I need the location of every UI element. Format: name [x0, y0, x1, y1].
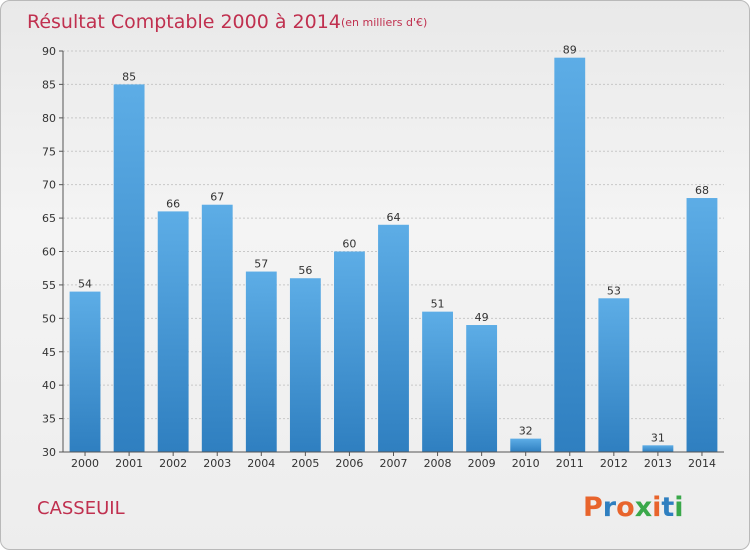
value-label-2010: 32: [519, 425, 533, 438]
value-label-2013: 31: [651, 431, 665, 444]
bar-2009: [466, 325, 498, 452]
value-label-2012: 53: [607, 284, 621, 297]
bar-2001: [113, 84, 145, 453]
x-tick-label-2007: 2007: [380, 457, 408, 470]
x-tick-label-2002: 2002: [159, 457, 187, 470]
y-tick-label-9: 75: [42, 145, 56, 158]
bars-layer: 54 85 66 67 57 56 60 64 51 49 32 89 53 31 68: [69, 44, 718, 453]
x-tick-label-2003: 2003: [203, 457, 231, 470]
bar-2006: [334, 251, 365, 452]
x-tick-label-2011: 2011: [556, 457, 584, 470]
x-tick-label-2006: 2006: [335, 457, 363, 470]
x-tick-label-2004: 2004: [247, 457, 275, 470]
y-tick-label-8: 70: [42, 179, 56, 192]
y-tick-label-3: 45: [42, 346, 56, 359]
x-tick-label-2010: 2010: [512, 457, 540, 470]
bar-2008: [422, 311, 453, 452]
bar-2005: [289, 278, 321, 452]
axis-layer: 30 35 40 45 50 55 60 65 70 75 80 85 90 2000 2001 2002 20…: [42, 45, 724, 470]
commune-name: CASSEUIL: [37, 498, 125, 519]
bar-2011: [554, 57, 586, 452]
y-tick-label-10: 80: [42, 112, 56, 125]
value-label-2003: 67: [210, 191, 224, 204]
value-label-2011: 89: [563, 44, 577, 57]
x-tick-label-2008: 2008: [424, 457, 452, 470]
x-tick-label-2014: 2014: [688, 457, 716, 470]
y-tick-label-6: 60: [42, 246, 56, 259]
y-tick-label-1: 35: [42, 413, 56, 426]
proxiti-logo: Proxiti: [583, 492, 684, 523]
bar-2007: [378, 224, 409, 452]
y-tick-label-2: 40: [42, 379, 56, 392]
bar-2010: [510, 438, 542, 452]
y-tick-label-11: 85: [42, 78, 56, 91]
value-label-2002: 66: [166, 197, 180, 210]
bar-2004: [245, 271, 277, 452]
x-tick-label-2009: 2009: [468, 457, 496, 470]
x-tick-label-2000: 2000: [71, 457, 99, 470]
y-tick-label-0: 30: [42, 446, 56, 459]
value-label-2001: 85: [122, 70, 136, 83]
bar-2012: [598, 298, 630, 452]
bar-2002: [157, 211, 189, 452]
x-tick-label-2012: 2012: [600, 457, 628, 470]
value-label-2007: 64: [387, 211, 401, 224]
value-label-2004: 57: [254, 258, 268, 271]
bar-2014: [686, 198, 718, 452]
y-tick-label-12: 90: [42, 45, 56, 58]
x-tick-label-2001: 2001: [115, 457, 143, 470]
bar-2000: [69, 291, 101, 452]
value-label-2009: 49: [475, 311, 489, 324]
y-tick-label-4: 50: [42, 312, 56, 325]
x-tick-label-2013: 2013: [644, 457, 672, 470]
value-label-2014: 68: [695, 184, 709, 197]
x-tick-label-2005: 2005: [291, 457, 319, 470]
bar-2003: [201, 204, 233, 452]
value-label-2008: 51: [431, 298, 445, 311]
chart-subtitle: (en milliers d'€): [341, 16, 427, 29]
bar-2013: [642, 445, 674, 452]
value-label-2000: 54: [78, 278, 92, 291]
value-label-2006: 60: [342, 238, 356, 251]
value-label-2005: 56: [298, 264, 312, 277]
y-tick-label-5: 55: [42, 279, 56, 292]
y-tick-label-7: 65: [42, 212, 56, 225]
chart-title: Résultat Comptable 2000 à 2014: [27, 11, 341, 33]
